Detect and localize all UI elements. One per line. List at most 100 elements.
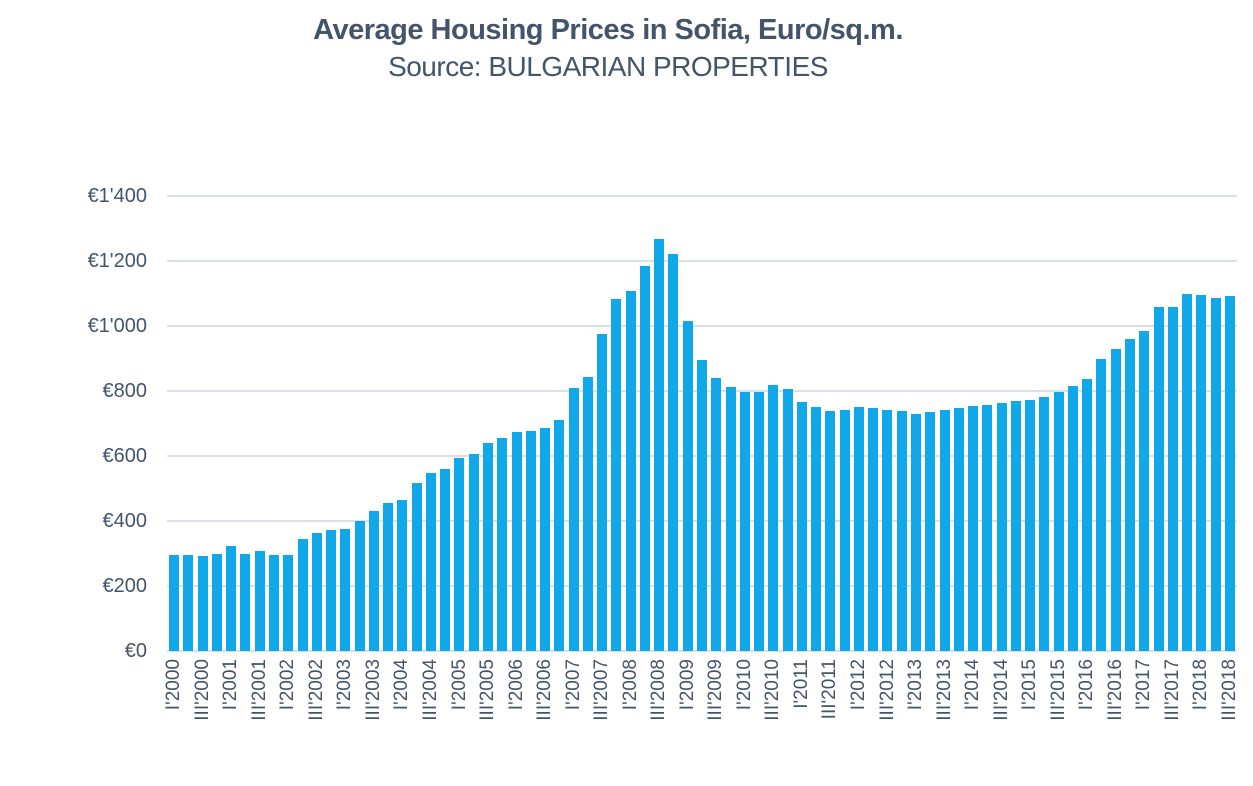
bar [297, 539, 308, 651]
x-axis-tick-label: III'2013 [933, 659, 955, 721]
chart-subtitle: Source: BULGARIAN PROPERTIES [388, 51, 828, 82]
y-axis-tick-label: €1'400 [87, 185, 147, 207]
bar [197, 556, 208, 651]
x-axis-tick-label: I'2016 [1076, 659, 1098, 711]
bar [283, 554, 294, 651]
x-axis-tick-label: I'2008 [619, 659, 641, 711]
bar [825, 410, 836, 651]
x-axis-tick-label: III'2004 [419, 659, 441, 721]
x-axis-tick-label: III'2010 [762, 659, 784, 721]
bar [625, 290, 636, 651]
x-axis-tick-label: III'2012 [876, 659, 898, 721]
x-axis-tick-label: I'2005 [448, 659, 470, 711]
y-axis-tick-label: €400 [102, 510, 148, 532]
x-axis-tick-label: III'2017 [1161, 659, 1183, 721]
bar [568, 387, 579, 651]
gridline [167, 325, 1237, 327]
bar [654, 238, 665, 651]
bar [668, 254, 679, 651]
x-axis-tick-label: I'2001 [220, 659, 242, 711]
bar [326, 530, 337, 651]
x-axis-tick-label: III'2016 [1104, 659, 1126, 721]
bar [697, 360, 707, 651]
x-axis-tick-label: III'2015 [1047, 659, 1069, 721]
bar [383, 502, 394, 651]
x-axis-tick-label: I'2012 [847, 659, 869, 711]
y-axis-tick-label: €800 [102, 380, 148, 402]
bar [796, 402, 807, 651]
bar [682, 321, 693, 651]
bar [711, 377, 722, 651]
x-axis-tick-label: I'2010 [733, 659, 755, 711]
bar [497, 437, 508, 651]
x-axis-tick-label: III'2003 [362, 659, 384, 721]
bar [226, 546, 237, 651]
bar [1110, 348, 1121, 651]
bar [639, 265, 650, 651]
bar [1067, 385, 1078, 651]
bar [511, 431, 522, 651]
y-axis-tick-label: €1'000 [87, 315, 147, 337]
gridline [167, 650, 1237, 652]
bar [1196, 294, 1207, 651]
bar [1082, 379, 1093, 651]
bar [311, 532, 322, 651]
chart-title: Average Housing Prices in Sofia, Euro/sq… [313, 14, 903, 46]
bar [882, 409, 893, 651]
x-axis-tick-label: III'2006 [534, 659, 556, 721]
x-axis-tick-label: I'2011 [790, 659, 812, 709]
bar [597, 334, 608, 651]
bar [411, 482, 422, 651]
bar [754, 392, 765, 651]
bar [211, 554, 222, 651]
bar [853, 406, 864, 651]
bar [1053, 392, 1064, 651]
bar [982, 404, 993, 651]
bar [425, 473, 436, 651]
x-axis-tick-label: I'2015 [1019, 659, 1041, 711]
bar [483, 443, 493, 651]
bar [454, 458, 465, 651]
bar [811, 407, 822, 651]
x-axis-tick-label: I'2004 [391, 659, 413, 711]
gridline [167, 260, 1237, 262]
x-axis-tick-label: III'2014 [990, 659, 1012, 721]
bar [1167, 306, 1178, 651]
bar [953, 407, 964, 651]
bar [1025, 399, 1036, 651]
x-axis-tick-label: I'2009 [676, 659, 698, 711]
x-axis-tick-label: III'2018 [1218, 659, 1240, 721]
x-axis-tick-label: I'2003 [334, 659, 356, 711]
bar [1182, 294, 1193, 651]
bar [582, 377, 593, 651]
bar [440, 469, 451, 651]
bar [739, 392, 750, 651]
bar [240, 554, 251, 651]
x-axis-tick-label: I'2002 [277, 659, 299, 711]
bar [540, 428, 551, 651]
bar [169, 555, 180, 651]
bar [725, 387, 736, 651]
bar [1039, 396, 1050, 651]
plot-area: €0 €200 €400 €600 €800 €1'000 €1'200 €1'400 I'20… [88, 185, 1240, 721]
y-axis-tick-label: €1'200 [87, 250, 147, 272]
bar [911, 413, 921, 651]
bar [868, 407, 879, 651]
bar [525, 431, 536, 651]
bar [968, 406, 979, 651]
bar [183, 555, 194, 651]
x-axis-tick-label: I'2007 [562, 659, 584, 711]
x-axis-tick-label: III'2001 [248, 659, 270, 721]
x-axis-tick-label: I'2006 [505, 659, 527, 711]
x-axis-tick-label: III'2002 [305, 659, 327, 721]
bar [1153, 306, 1164, 651]
x-axis-tick-label: I'2018 [1190, 659, 1212, 711]
gridline [167, 195, 1237, 197]
bar [925, 412, 936, 651]
bar [397, 499, 408, 651]
x-axis-tick-label: I'2014 [962, 659, 984, 711]
bar [1096, 358, 1107, 651]
y-axis-tick-label: €200 [102, 575, 148, 597]
bar [1010, 401, 1021, 651]
bar [768, 385, 779, 651]
